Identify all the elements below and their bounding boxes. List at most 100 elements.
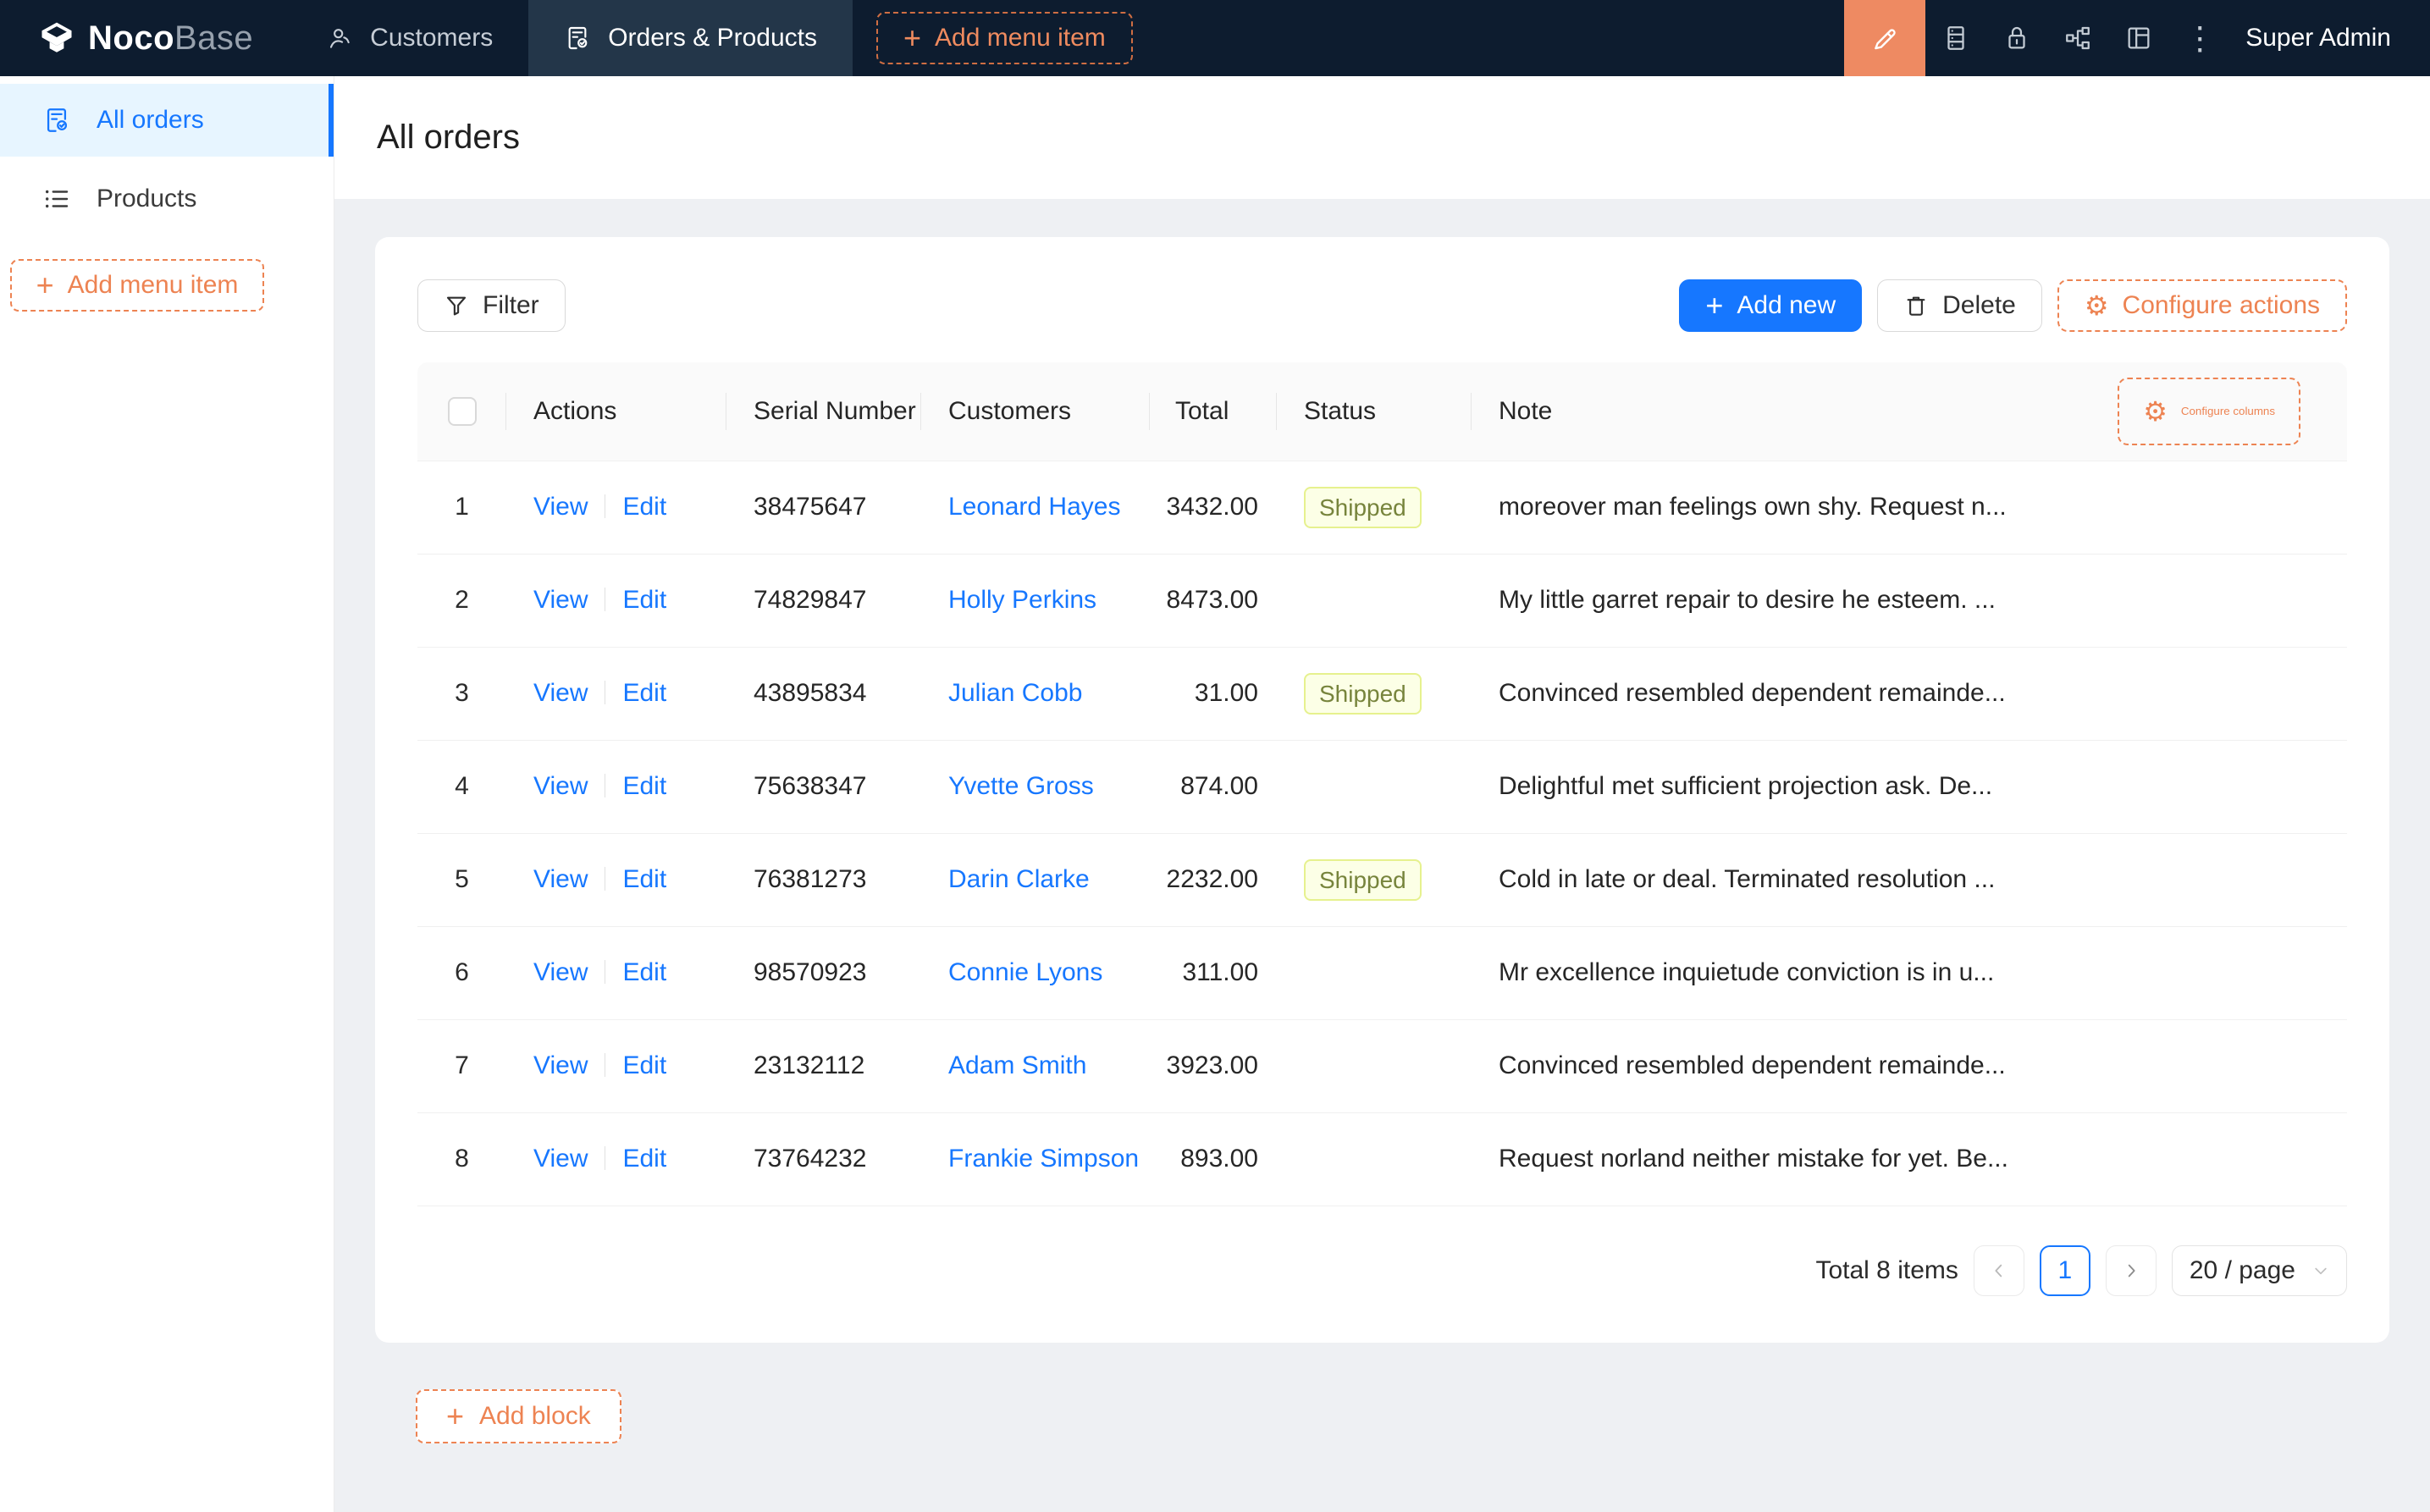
edit-link[interactable]: Edit [622, 958, 666, 986]
customer-link[interactable]: Frankie Simpson [948, 1145, 1139, 1173]
filter-button[interactable]: Filter [417, 279, 566, 332]
nav-tab-orders-products[interactable]: Orders & Products [528, 0, 853, 76]
row-index: 4 [417, 740, 506, 833]
pagination-page-1[interactable]: 1 [2040, 1245, 2090, 1296]
customer-link[interactable]: Holly Perkins [948, 586, 1096, 614]
serial-number-cell: 43895834 [726, 647, 921, 740]
edit-link[interactable]: Edit [622, 865, 666, 893]
table-toolbar: Filter + Add new [417, 279, 2347, 332]
sidebar-item-label: Products [97, 185, 196, 213]
row-index: 2 [417, 554, 506, 647]
orders-icon [564, 25, 591, 52]
total-cell: 31.00 [1150, 647, 1277, 740]
user-menu[interactable]: Super Admin [2245, 24, 2391, 52]
customer-cell: Julian Cobb [921, 647, 1150, 740]
add-new-button[interactable]: + Add new [1679, 279, 1862, 332]
pagination-prev-button[interactable] [1974, 1245, 2024, 1296]
column-header-total: Total [1150, 362, 1277, 461]
total-cell: 893.00 [1150, 1112, 1277, 1206]
table-row[interactable]: 8 ViewEdit 73764232 Frankie Simpson 893.… [417, 1112, 2347, 1206]
content: Filter + Add new [334, 199, 2430, 1512]
sidebar-item-label: All orders [97, 106, 204, 135]
sidebar-item-all-orders[interactable]: All orders [0, 84, 334, 157]
sidebar: All orders Products + Add menu item [0, 76, 334, 1512]
view-link[interactable]: View [533, 493, 588, 521]
table-row[interactable]: 6 ViewEdit 98570923 Connie Lyons 311.00 … [417, 926, 2347, 1019]
plus-icon: + [446, 1401, 464, 1432]
status-cell: Shipped [1277, 833, 1472, 926]
customer-cell: Holly Perkins [921, 554, 1150, 647]
pagination-total: Total 8 items [1815, 1256, 1958, 1285]
view-link[interactable]: View [533, 586, 588, 614]
gear-icon: ⚙ [2085, 292, 2109, 319]
note-cell: Convinced resembled dependent remainde..… [1472, 647, 2347, 740]
edit-link[interactable]: Edit [622, 772, 666, 800]
table-row[interactable]: 4 ViewEdit 75638347 Yvette Gross 874.00 … [417, 740, 2347, 833]
actions-cell: View Edit [506, 461, 726, 554]
serial-number-cell: 76381273 [726, 833, 921, 926]
table-row[interactable]: 5 ViewEdit 76381273 Darin Clarke 2232.00… [417, 833, 2347, 926]
status-badge: Shipped [1304, 859, 1422, 901]
edit-link[interactable]: Edit [622, 679, 666, 707]
note-cell: Convinced resembled dependent remainde..… [1472, 1019, 2347, 1112]
actions-cell: View Edit [506, 647, 726, 740]
delete-button[interactable]: Delete [1877, 279, 2042, 332]
nav-tabs: Customers Orders & Products [290, 0, 853, 76]
configure-columns-button[interactable]: ⚙ Configure columns [2118, 378, 2300, 445]
edit-link[interactable]: Edit [622, 586, 666, 614]
customers-icon [326, 25, 353, 52]
more-options-button[interactable]: ⋮ [2169, 0, 2230, 76]
pagination-next-button[interactable] [2106, 1245, 2157, 1296]
edit-link[interactable]: Edit [622, 1145, 666, 1173]
serial-number-cell: 23132112 [726, 1019, 921, 1112]
edit-link[interactable]: Edit [622, 493, 666, 521]
nav-tab-customers[interactable]: Customers [290, 0, 528, 76]
view-link[interactable]: View [533, 772, 588, 800]
edit-link[interactable]: Edit [622, 1051, 666, 1079]
table-row[interactable]: 7 ViewEdit 23132112 Adam Smith 3923.00 C… [417, 1019, 2347, 1112]
navbar-add-menu-item-button[interactable]: + Add menu item [876, 12, 1133, 64]
layout-panel-button[interactable] [2108, 0, 2169, 76]
ui-editor-button[interactable] [1844, 0, 1925, 76]
page-size-value: 20 / page [2190, 1256, 2295, 1285]
actions-cell: View Edit [506, 926, 726, 1019]
table-row[interactable]: 2 ViewEdit 74829847 Holly Perkins 8473.0… [417, 554, 2347, 647]
customer-link[interactable]: Darin Clarke [948, 865, 1090, 893]
status-cell [1277, 1019, 1472, 1112]
permissions-lock-button[interactable] [1986, 0, 2047, 76]
row-index: 8 [417, 1112, 506, 1206]
products-list-icon [42, 185, 71, 213]
serial-number-cell: 75638347 [726, 740, 921, 833]
customer-link[interactable]: Connie Lyons [948, 958, 1102, 986]
view-link[interactable]: View [533, 958, 588, 986]
filter-icon [444, 293, 469, 318]
nocobase-logo-icon [39, 20, 75, 56]
orders-table-card: Filter + Add new [375, 237, 2389, 1343]
table-row[interactable]: 1 ViewEdit 38475647 Leonard Hayes 3432.0… [417, 461, 2347, 554]
navbar-right: ⋮ Super Admin [1844, 0, 2430, 76]
sidebar-item-products[interactable]: Products [0, 163, 334, 235]
customer-link[interactable]: Adam Smith [948, 1051, 1086, 1079]
add-block-button[interactable]: + Add block [416, 1389, 621, 1443]
table-row[interactable]: 3 ViewEdit 43895834 Julian Cobb 31.00 Sh… [417, 647, 2347, 740]
collections-button[interactable] [1925, 0, 1986, 76]
column-header-status: Status [1277, 362, 1472, 461]
customer-link[interactable]: Yvette Gross [948, 772, 1094, 800]
total-cell: 874.00 [1150, 740, 1277, 833]
configure-actions-button[interactable]: ⚙ Configure actions [2057, 279, 2347, 332]
status-badge: Shipped [1304, 673, 1422, 715]
view-link[interactable]: View [533, 1145, 588, 1173]
view-link[interactable]: View [533, 865, 588, 893]
status-cell [1277, 740, 1472, 833]
workflow-api-button[interactable] [2047, 0, 2108, 76]
serial-number-cell: 38475647 [726, 461, 921, 554]
sidebar-add-menu-item-button[interactable]: + Add menu item [10, 259, 264, 312]
select-all-checkbox[interactable] [448, 397, 477, 426]
page-size-select[interactable]: 20 / page [2172, 1245, 2347, 1296]
customer-link[interactable]: Leonard Hayes [948, 493, 1120, 521]
view-link[interactable]: View [533, 679, 588, 707]
nocobase-logo[interactable]: NocoBase [0, 0, 290, 76]
view-link[interactable]: View [533, 1051, 588, 1079]
customer-link[interactable]: Julian Cobb [948, 679, 1082, 707]
status-cell [1277, 926, 1472, 1019]
